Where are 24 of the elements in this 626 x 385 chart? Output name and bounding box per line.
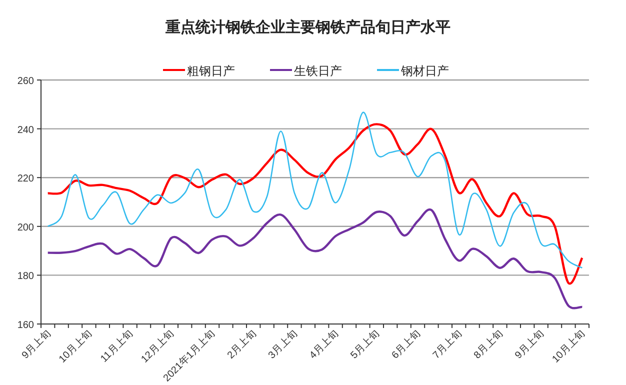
y-tick-label: 260 bbox=[17, 76, 34, 87]
y-tick-label: 240 bbox=[17, 124, 34, 136]
x-tick-label: 12月上旬 bbox=[138, 328, 176, 366]
x-tick-label: 5月上旬 bbox=[348, 328, 382, 362]
x-tick-label: 10月上旬 bbox=[56, 328, 94, 366]
y-tick-label: 220 bbox=[17, 174, 34, 185]
line-series bbox=[47, 112, 583, 269]
x-tick-label: 4月上旬 bbox=[307, 328, 341, 362]
x-tick-label: 11月上旬 bbox=[98, 328, 136, 365]
x-tick-label: 10月上旬 bbox=[550, 328, 588, 366]
line-series bbox=[46, 123, 584, 284]
chart-title: 重点统计钢铁企业主要钢铁产品旬日产水平 bbox=[164, 18, 450, 36]
x-tick-label: 3月上旬 bbox=[266, 328, 300, 362]
x-tick-label: 7月上旬 bbox=[430, 328, 464, 362]
legend-label: 粗钢日产 bbox=[187, 64, 235, 78]
x-tick-label: 8月上旬 bbox=[471, 328, 506, 362]
y-tick-label: 180 bbox=[17, 271, 34, 282]
y-tick-label: 200 bbox=[17, 222, 34, 234]
legend-label: 生铁日产 bbox=[294, 64, 342, 78]
line-series bbox=[46, 208, 584, 310]
x-tick-label: 2月上旬 bbox=[224, 328, 258, 362]
x-tick-label: 9月上旬 bbox=[512, 328, 546, 362]
x-tick-label: 6月上旬 bbox=[389, 328, 423, 362]
legend-label: 钢材日产 bbox=[400, 64, 449, 78]
